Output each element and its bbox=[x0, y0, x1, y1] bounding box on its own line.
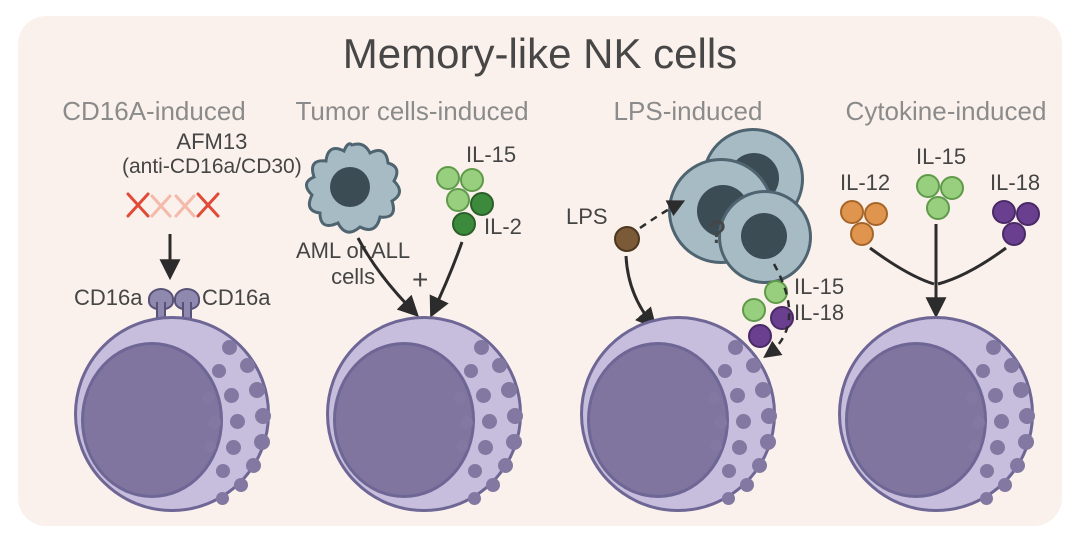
il15-dot-2c bbox=[926, 196, 950, 220]
col-head-cytokine: Cytokine-induced bbox=[816, 96, 1062, 127]
il2-dot-1a bbox=[470, 192, 494, 216]
col-cytokine: Cytokine-induced bbox=[816, 96, 1062, 135]
il2-label-1: IL-2 bbox=[484, 214, 522, 240]
il12-dot-c bbox=[850, 222, 874, 246]
nk-cell-1 bbox=[74, 316, 270, 512]
cd16a-right-label: CD16a bbox=[202, 285, 270, 311]
il2-dot-1b bbox=[452, 212, 476, 236]
cd16a-left-label: CD16a bbox=[74, 285, 142, 311]
il18-label-lps: IL-18 bbox=[794, 300, 844, 326]
il18-label-2: IL-18 bbox=[990, 170, 1040, 196]
diagram-panel: Memory-like NK cells CD16A-induced AFM13… bbox=[18, 16, 1062, 526]
il15-dot-1a bbox=[436, 166, 460, 190]
aml-cell-icon bbox=[302, 139, 402, 240]
col-head-lps: LPS-induced bbox=[558, 96, 818, 127]
col-head-cd16a: CD16A-induced bbox=[24, 96, 284, 127]
lps-label: LPS bbox=[566, 204, 608, 230]
il15-dot-2a bbox=[916, 174, 940, 198]
nk-cell-4 bbox=[838, 316, 1034, 512]
il12-label: IL-12 bbox=[840, 170, 890, 196]
il18-dot-2a bbox=[992, 200, 1016, 224]
panel-title: Memory-like NK cells bbox=[18, 30, 1062, 78]
il15-dot-1c bbox=[446, 188, 470, 212]
question-mark: ? bbox=[708, 214, 726, 251]
col-lps: LPS-induced bbox=[558, 96, 818, 135]
afm13-label: AFM13 (anti-CD16a/CD30) bbox=[122, 129, 302, 179]
il15-dot-lps bbox=[764, 280, 788, 304]
il15-label-2: IL-15 bbox=[916, 144, 966, 170]
myeloid-cell-front bbox=[718, 190, 812, 284]
il15-label-lps: IL-15 bbox=[794, 274, 844, 300]
col-head-tumor: Tumor cells-induced bbox=[282, 96, 542, 127]
nk-cell-3 bbox=[580, 316, 776, 512]
plus-symbol: + bbox=[412, 264, 428, 296]
il18-dot-2c bbox=[1002, 222, 1026, 246]
il12-dot-a bbox=[840, 200, 864, 224]
aml-label: AML or ALL cells bbox=[296, 238, 410, 290]
il15-label-1: IL-15 bbox=[466, 142, 516, 168]
col-tumor: Tumor cells-induced bbox=[282, 96, 542, 135]
afm13-icon bbox=[118, 186, 228, 228]
lps-dot bbox=[614, 226, 640, 252]
nk-cell-2 bbox=[326, 316, 522, 512]
